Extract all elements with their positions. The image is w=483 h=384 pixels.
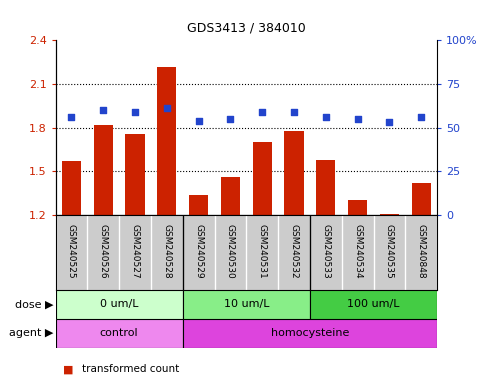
Bar bbox=[56, 319, 183, 348]
Bar bbox=[62, 161, 81, 215]
Text: 0 um/L: 0 um/L bbox=[100, 299, 139, 310]
Bar bbox=[380, 214, 399, 215]
Text: GSM240529: GSM240529 bbox=[194, 224, 203, 279]
Bar bbox=[183, 319, 437, 348]
Text: GSM240526: GSM240526 bbox=[99, 224, 108, 279]
Point bbox=[290, 109, 298, 115]
Bar bbox=[183, 290, 310, 319]
Text: GSM240532: GSM240532 bbox=[289, 224, 298, 279]
Bar bbox=[253, 142, 272, 215]
Bar bbox=[189, 195, 208, 215]
Bar bbox=[348, 200, 367, 215]
Bar bbox=[316, 160, 335, 215]
Bar bbox=[56, 290, 183, 319]
Text: GSM240535: GSM240535 bbox=[385, 224, 394, 279]
Text: GSM240534: GSM240534 bbox=[353, 224, 362, 279]
Text: GSM240527: GSM240527 bbox=[130, 224, 140, 279]
Title: GDS3413 / 384010: GDS3413 / 384010 bbox=[187, 22, 306, 35]
Text: 10 um/L: 10 um/L bbox=[224, 299, 269, 310]
Point bbox=[131, 109, 139, 115]
Point bbox=[99, 107, 107, 113]
Text: GSM240848: GSM240848 bbox=[417, 224, 426, 279]
Bar bbox=[126, 134, 144, 215]
Text: GSM240528: GSM240528 bbox=[162, 224, 171, 279]
Bar bbox=[94, 125, 113, 215]
Point bbox=[385, 119, 393, 126]
Point bbox=[354, 116, 361, 122]
Point bbox=[68, 114, 75, 120]
Point bbox=[163, 105, 170, 111]
Bar bbox=[284, 131, 303, 215]
Text: ■: ■ bbox=[63, 364, 73, 374]
Text: transformed count: transformed count bbox=[82, 364, 179, 374]
Point bbox=[322, 114, 330, 120]
Point bbox=[195, 118, 202, 124]
Text: GSM240530: GSM240530 bbox=[226, 224, 235, 279]
Text: GSM240525: GSM240525 bbox=[67, 224, 76, 279]
Text: GSM240531: GSM240531 bbox=[258, 224, 267, 279]
Text: control: control bbox=[100, 328, 139, 338]
Bar bbox=[157, 66, 176, 215]
Text: agent ▶: agent ▶ bbox=[9, 328, 53, 338]
Bar bbox=[412, 183, 431, 215]
Point bbox=[417, 114, 425, 120]
Text: dose ▶: dose ▶ bbox=[14, 299, 53, 310]
Text: homocysteine: homocysteine bbox=[271, 328, 349, 338]
Point bbox=[258, 109, 266, 115]
Point bbox=[227, 116, 234, 122]
Text: GSM240533: GSM240533 bbox=[321, 224, 330, 279]
Bar bbox=[310, 290, 437, 319]
Bar bbox=[221, 177, 240, 215]
Text: 100 um/L: 100 um/L bbox=[347, 299, 400, 310]
